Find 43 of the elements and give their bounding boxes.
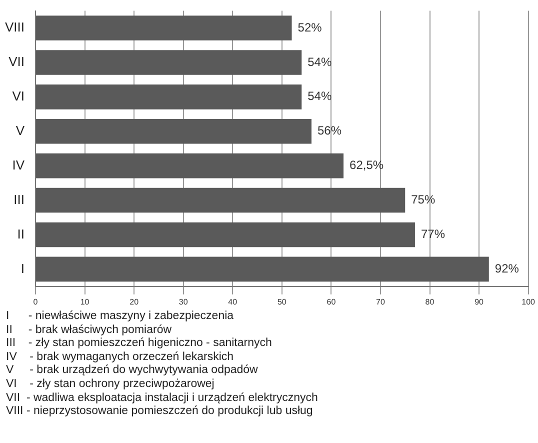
data-label: 52% xyxy=(298,20,322,34)
data-label: 62,5% xyxy=(350,158,384,172)
y-tick-label: V xyxy=(16,122,25,138)
y-tick-label: II xyxy=(17,226,25,242)
x-tick-label: 10 xyxy=(80,297,90,306)
bar xyxy=(36,222,415,248)
x-tick-label: 100 xyxy=(522,297,536,306)
x-tick-label: 80 xyxy=(425,297,435,306)
bar xyxy=(36,188,406,213)
x-tick-label: 70 xyxy=(376,297,386,306)
x-tick-label: 0 xyxy=(33,297,38,306)
y-tick-label: III xyxy=(14,192,25,207)
bar xyxy=(36,153,344,178)
x-tick-label: 50 xyxy=(277,297,287,306)
x-tick-label: 30 xyxy=(178,297,188,306)
bar xyxy=(36,84,302,110)
x-tick-label: 20 xyxy=(130,297,140,306)
text: VI - zły stan ochrony przeciwpożarowej xyxy=(6,378,216,392)
text: II - brak właściwych pomiarów xyxy=(6,324,173,338)
bar xyxy=(36,50,302,75)
text: I - niewłaściwe maszyny i zabezpieczenia xyxy=(6,310,235,324)
data-label: 92% xyxy=(494,261,520,276)
data-label: 54% xyxy=(308,54,332,69)
data-label: 54% xyxy=(308,89,332,104)
y-tick-label: VI xyxy=(12,88,25,104)
text: III - zły stan pomieszczeń higeniczno - sanitarnych xyxy=(6,337,273,351)
text: VII - wadliwa eksploatacja instalacji i urządzeń elektrycznych xyxy=(6,392,319,406)
y-tick-label: IV xyxy=(12,157,25,172)
text: IV - brak wymaganych orzeczeń lekarskich xyxy=(6,350,235,364)
x-tick-label: 90 xyxy=(474,297,484,306)
x-tick-label: 60 xyxy=(326,297,336,306)
y-tick-label: VII xyxy=(8,54,25,70)
text: V - brak urządzeń do wychwytywania odpadów xyxy=(6,364,259,378)
y-tick-label: I xyxy=(20,260,25,276)
data-label: 75% xyxy=(411,192,436,207)
data-label: 56% xyxy=(317,124,342,138)
y-tick-label: VIII xyxy=(4,20,25,35)
data-label: 77% xyxy=(420,227,446,242)
x-tick-label: 40 xyxy=(228,297,238,306)
bar xyxy=(36,118,312,144)
bar xyxy=(36,256,489,282)
bar xyxy=(36,16,292,40)
text: VIII - nieprzystosowanie pomieszczeń do produkcji lub usług xyxy=(6,405,314,419)
